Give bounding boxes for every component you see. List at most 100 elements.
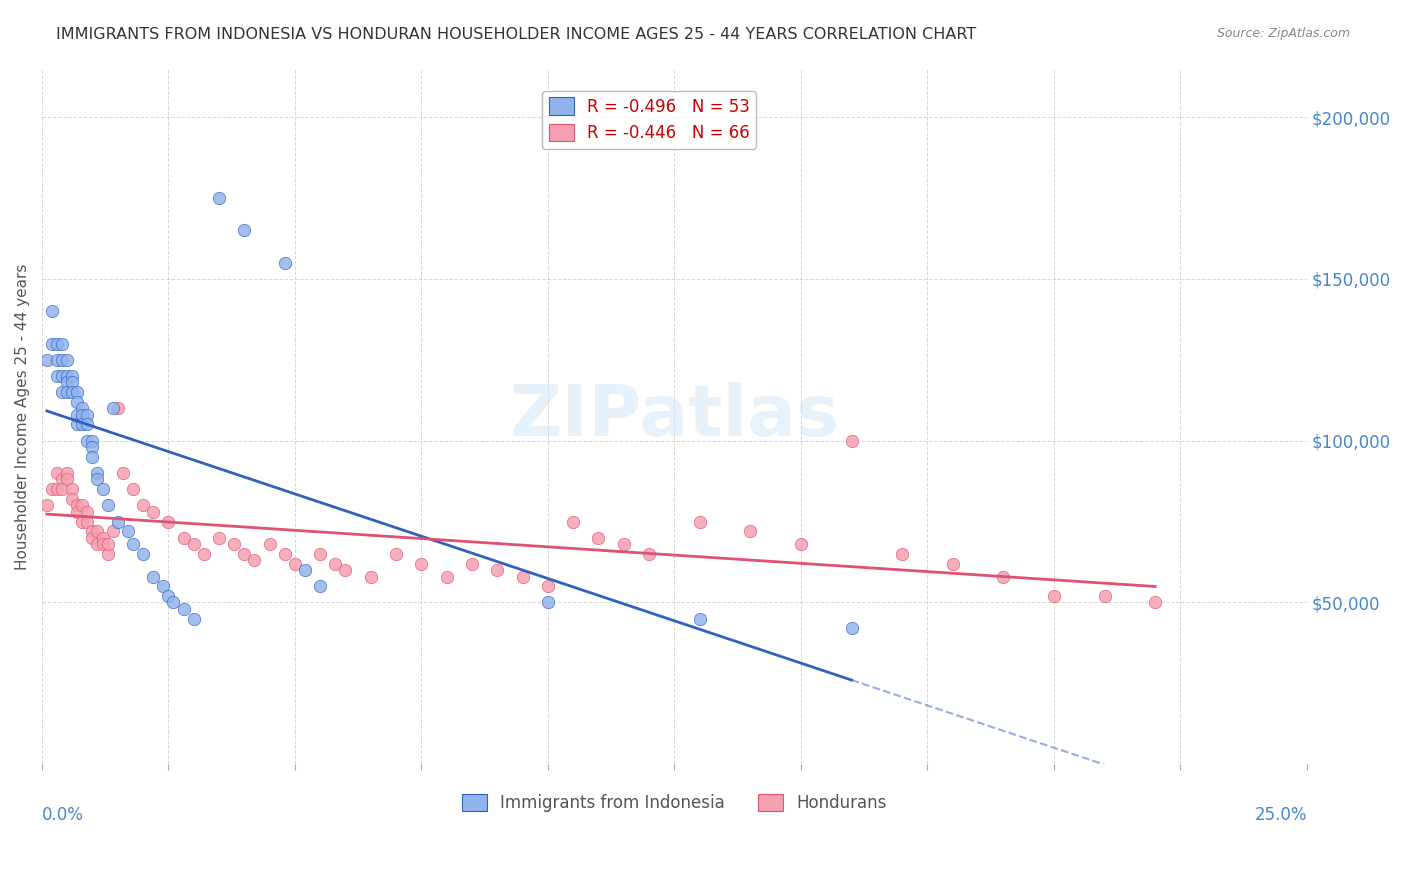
Point <box>91 531 114 545</box>
Point <box>51 336 73 351</box>
Point <box>76 515 98 529</box>
Point <box>72 417 94 432</box>
Point <box>122 482 145 496</box>
Point <box>66 408 89 422</box>
Point <box>56 385 79 400</box>
Text: 25.0%: 25.0% <box>1254 806 1308 824</box>
Point <box>91 482 114 496</box>
Point <box>56 473 79 487</box>
Point <box>82 531 104 545</box>
Point <box>82 524 104 539</box>
Point <box>82 434 104 448</box>
Point <box>56 466 79 480</box>
Point <box>224 537 246 551</box>
Point <box>76 408 98 422</box>
Point <box>51 352 73 367</box>
Point <box>309 547 332 561</box>
Point <box>66 394 89 409</box>
Point <box>157 515 180 529</box>
Point <box>360 569 382 583</box>
Point <box>562 515 585 529</box>
Point <box>208 531 231 545</box>
Point <box>193 547 215 561</box>
Point <box>613 537 636 551</box>
Point <box>274 547 297 561</box>
Point <box>41 336 63 351</box>
Point <box>97 537 120 551</box>
Point <box>35 352 58 367</box>
Point <box>233 547 256 561</box>
Point <box>162 595 184 609</box>
Point <box>486 563 509 577</box>
Point <box>122 537 145 551</box>
Point <box>461 557 484 571</box>
Point <box>60 385 83 400</box>
Point <box>294 563 316 577</box>
Point <box>689 612 711 626</box>
Point <box>243 553 266 567</box>
Point <box>41 304 63 318</box>
Point <box>942 557 965 571</box>
Point <box>46 352 69 367</box>
Point <box>51 473 73 487</box>
Point <box>325 557 347 571</box>
Point <box>588 531 610 545</box>
Point <box>142 505 165 519</box>
Point <box>537 579 560 593</box>
Point <box>76 417 98 432</box>
Point <box>86 524 108 539</box>
Point <box>638 547 661 561</box>
Point <box>512 569 534 583</box>
Point <box>790 537 813 551</box>
Point <box>107 401 129 416</box>
Point <box>1043 589 1066 603</box>
Point <box>72 401 94 416</box>
Point <box>111 466 134 480</box>
Point <box>132 547 155 561</box>
Point <box>66 385 89 400</box>
Text: Source: ZipAtlas.com: Source: ZipAtlas.com <box>1216 27 1350 40</box>
Point <box>51 385 73 400</box>
Point <box>51 368 73 383</box>
Point <box>86 473 108 487</box>
Point <box>233 223 256 237</box>
Point <box>689 515 711 529</box>
Point <box>274 255 297 269</box>
Point <box>101 524 124 539</box>
Point <box>335 563 357 577</box>
Text: ZIPatlas: ZIPatlas <box>509 382 839 450</box>
Point <box>841 434 863 448</box>
Point <box>66 505 89 519</box>
Point <box>82 450 104 464</box>
Point <box>436 569 458 583</box>
Point <box>101 401 124 416</box>
Legend: Immigrants from Indonesia, Hondurans: Immigrants from Indonesia, Hondurans <box>456 787 894 819</box>
Point <box>1094 589 1116 603</box>
Point <box>76 434 98 448</box>
Point <box>107 515 129 529</box>
Point <box>1144 595 1167 609</box>
Point <box>411 557 433 571</box>
Point <box>152 579 174 593</box>
Point <box>46 466 69 480</box>
Point <box>41 482 63 496</box>
Point <box>72 408 94 422</box>
Point <box>97 499 120 513</box>
Point <box>46 336 69 351</box>
Point <box>66 417 89 432</box>
Point <box>86 466 108 480</box>
Point <box>56 376 79 390</box>
Point <box>60 376 83 390</box>
Point <box>72 515 94 529</box>
Point <box>309 579 332 593</box>
Point <box>173 531 195 545</box>
Point <box>46 482 69 496</box>
Point <box>82 440 104 454</box>
Point <box>173 602 195 616</box>
Point <box>157 589 180 603</box>
Point <box>46 368 69 383</box>
Text: IMMIGRANTS FROM INDONESIA VS HONDURAN HOUSEHOLDER INCOME AGES 25 - 44 YEARS CORR: IMMIGRANTS FROM INDONESIA VS HONDURAN HO… <box>56 27 977 42</box>
Point <box>72 499 94 513</box>
Point <box>60 491 83 506</box>
Point <box>740 524 762 539</box>
